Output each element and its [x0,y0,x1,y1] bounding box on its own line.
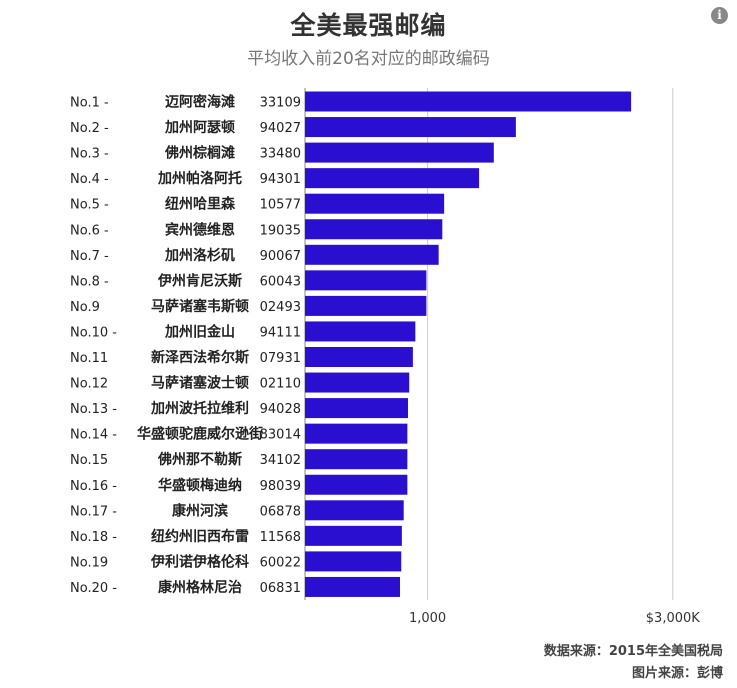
zip-label: 06831 [260,581,301,596]
x-tick-label: $3,000K [646,611,700,626]
rank-label: No.10 - [70,325,117,340]
place-label: 马萨诸塞韦斯顿 [151,298,249,315]
bar [305,168,480,189]
zip-label: 33480 [260,147,301,162]
bar [305,142,494,163]
place-label: 马萨诸塞波士顿 [151,375,249,392]
bar [305,347,413,367]
rank-label: No.12 [70,377,108,392]
place-label: 华盛顿驼鹿威尔逊街 [137,426,263,443]
rank-label: No.6 - [70,223,109,238]
place-label: 新泽西法希尔斯 [151,349,249,366]
bar [305,117,516,138]
place-label: 加州旧金山 [164,323,235,340]
place-label: 华盛顿梅迪纳 [158,477,242,494]
bar [305,244,439,265]
rank-label: No.13 - [70,402,117,417]
rank-label: No.11 [70,351,108,366]
rank-label: No.20 - [70,581,117,596]
rank-label: No.17 - [70,504,117,519]
bar [305,423,408,444]
chart-subtitle: 平均收入前20名对应的邮政编码 [247,49,490,69]
zip-label: 02493 [260,300,301,315]
bar [305,91,632,112]
bar [305,474,408,495]
place-label: 佛州那不勒斯 [157,451,242,468]
chart-title: 全美最强邮编 [290,11,447,40]
bar-chart: No.1 - 迈阿密海滩 33109 No.2 - 加州阿瑟顿 94027 No.3 - 佛州… [70,88,700,626]
bar [305,551,402,572]
rank-label: No.3 - [70,147,109,162]
zip-label: 02110 [260,377,301,392]
place-label: 纽约州旧西布雷 [151,528,249,545]
zip-label: 34102 [260,453,301,468]
zip-label: 33109 [260,96,301,111]
zip-label: 94111 [260,325,301,340]
place-label: 康州河滨 [172,502,228,519]
place-label: 宾州德维恩 [165,221,235,238]
rank-label: No.14 - [70,428,117,443]
zip-label: 10577 [260,198,301,213]
info-icon[interactable]: i [711,7,728,24]
zip-label: 60043 [260,274,301,289]
bar [305,372,410,393]
bar [305,398,408,419]
place-label: 加州波托拉维利 [150,400,249,417]
rank-label: No.8 - [70,274,109,289]
bar [305,321,416,342]
place-label: 纽州哈里森 [165,196,236,213]
zip-label: 60022 [260,555,301,570]
zip-label: 98039 [260,479,301,494]
bar [305,500,404,521]
place-label: 伊利诺伊格伦科 [150,553,249,570]
data-source: 数据来源：2015年全美国税局 [543,644,723,659]
rank-label: No.16 - [70,479,117,494]
place-label: 康州格林尼治 [158,579,242,596]
zip-label: 06878 [260,504,301,519]
zip-label: 94301 [260,172,301,187]
x-tick-label: 1,000 [409,611,446,626]
rank-label: No.18 - [70,530,117,545]
rank-label: No.2 - [70,121,109,136]
image-source: 图片来源：彭博 [631,666,723,681]
zip-label: 83014 [260,428,301,443]
zip-label: 19035 [260,223,301,238]
place-label: 伊州肯尼沃斯 [157,272,242,289]
zip-label: 07931 [260,351,301,366]
rank-label: No.19 [70,555,108,570]
zip-label: 90067 [260,249,301,264]
place-label: 加州帕洛阿托 [157,170,242,187]
bar [305,295,427,316]
zip-label: 94027 [260,121,301,136]
bar [305,449,408,470]
bar [305,576,401,597]
rank-label: No.5 - [70,198,109,213]
place-label: 加州洛杉矶 [164,247,235,264]
place-label: 佛州棕榈滩 [164,145,235,162]
rank-label: No.1 - [70,96,109,111]
zip-label: 94028 [260,402,301,417]
bar [305,525,402,546]
rank-label: No.4 - [70,172,109,187]
bar [305,219,443,240]
place-label: 迈阿密海滩 [165,94,235,111]
rank-label: No.9 [70,300,100,315]
zip-label: 11568 [260,530,301,545]
rank-label: No.7 - [70,249,109,264]
bar [305,270,427,291]
bar [305,193,445,214]
rank-label: No.15 [70,453,108,468]
place-label: 加州阿瑟顿 [164,119,235,136]
